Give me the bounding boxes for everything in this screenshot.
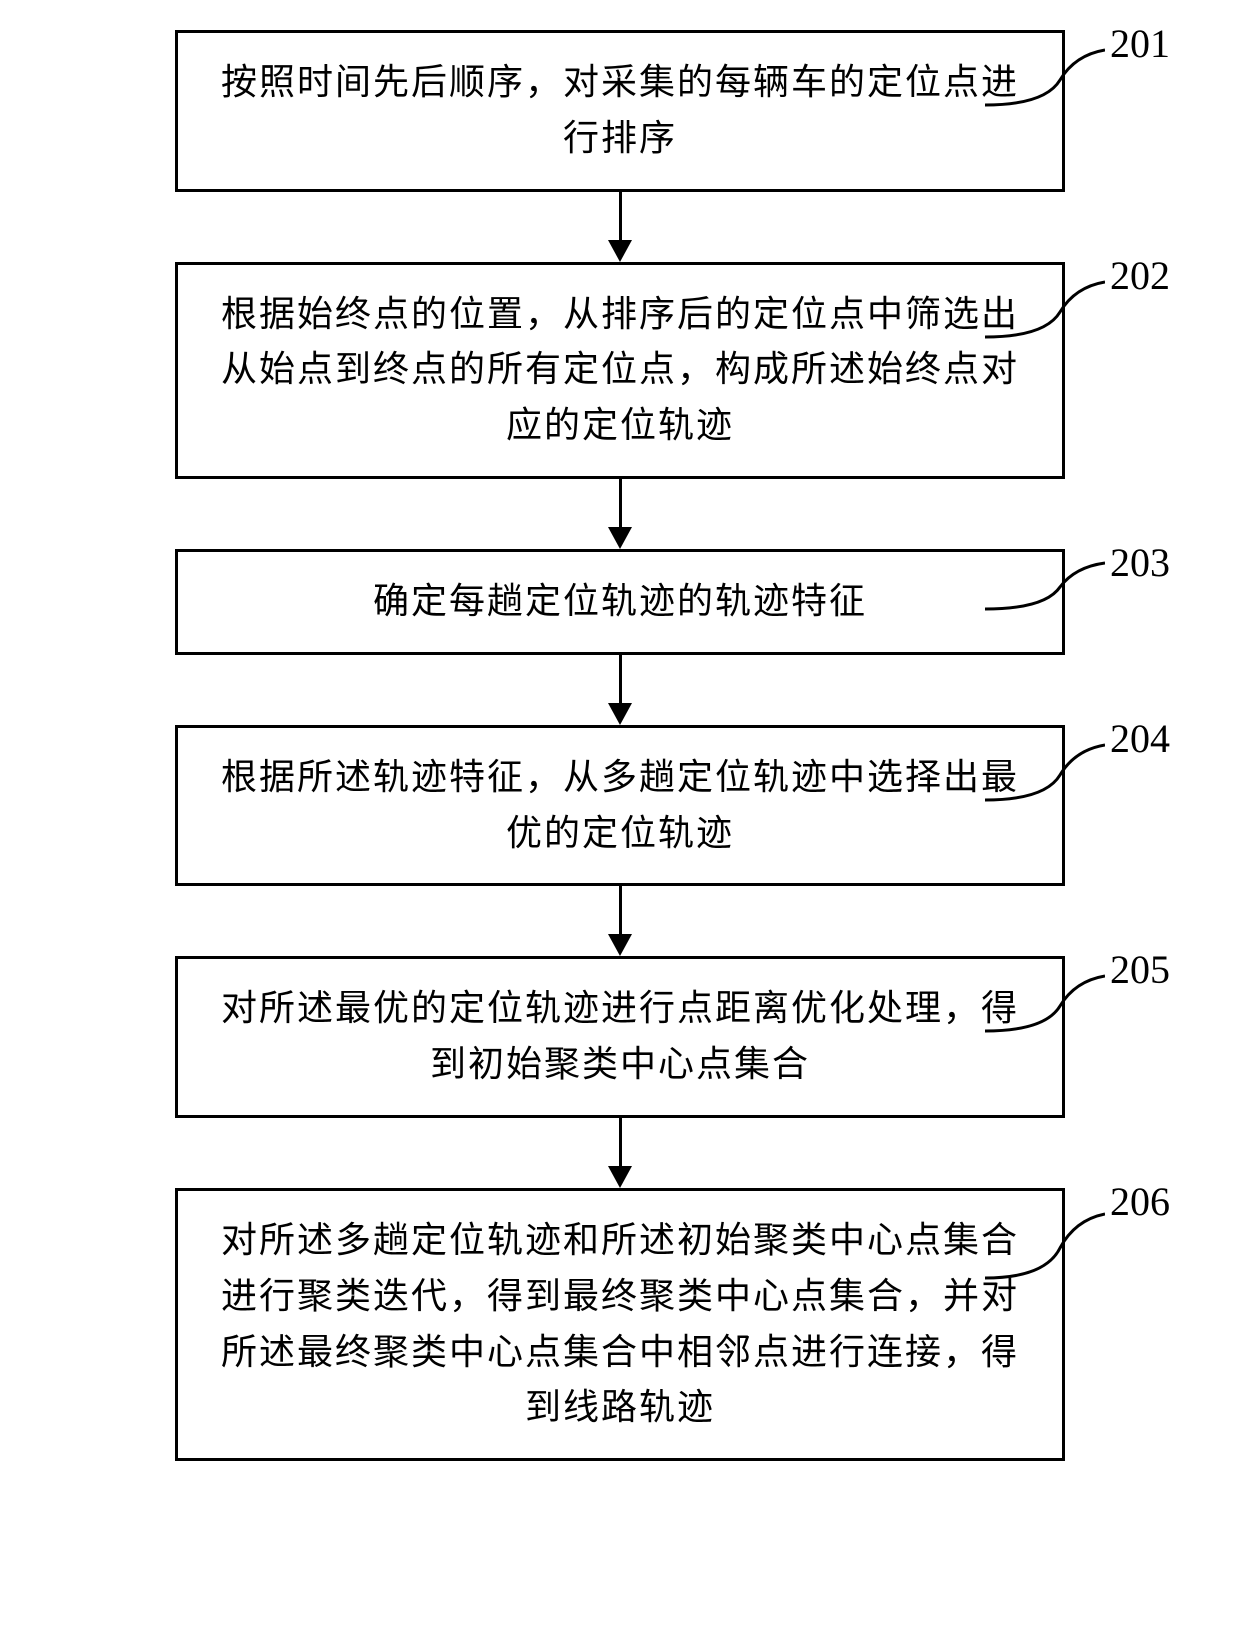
step-box-206: 对所述多趟定位轨迹和所述初始聚类中心点集合进行聚类迭代，得到最终聚类中心点集合，… <box>175 1188 1065 1461</box>
flowchart-container: 201 按照时间先后顺序，对采集的每辆车的定位点进行排序 202 根据始终点的位… <box>50 30 1190 1461</box>
arrow-line <box>619 886 622 936</box>
step-wrapper-204: 204 根据所述轨迹特征，从多趟定位轨迹中选择出最优的定位轨迹 <box>50 725 1190 887</box>
step-text: 根据始终点的位置，从排序后的定位点中筛选出从始点到终点的所有定位点，构成所述始终… <box>213 287 1027 454</box>
step-text: 对所述多趟定位轨迹和所述初始聚类中心点集合进行聚类迭代，得到最终聚类中心点集合，… <box>213 1213 1027 1436</box>
connector-line <box>985 1208 1105 1283</box>
step-label: 205 <box>1110 946 1170 993</box>
arrow-line <box>619 479 622 529</box>
step-wrapper-203: 203 确定每趟定位轨迹的轨迹特征 <box>50 549 1190 655</box>
step-box-203: 确定每趟定位轨迹的轨迹特征 <box>175 549 1065 655</box>
step-box-204: 根据所述轨迹特征，从多趟定位轨迹中选择出最优的定位轨迹 <box>175 725 1065 887</box>
step-text: 按照时间先后顺序，对采集的每辆车的定位点进行排序 <box>213 55 1027 167</box>
connector-line <box>985 740 1105 805</box>
step-wrapper-202: 202 根据始终点的位置，从排序后的定位点中筛选出从始点到终点的所有定位点，构成… <box>50 262 1190 479</box>
arrow-head <box>608 703 632 725</box>
step-wrapper-205: 205 对所述最优的定位轨迹进行点距离优化处理，得到初始聚类中心点集合 <box>50 956 1190 1118</box>
step-label: 203 <box>1110 539 1170 586</box>
step-label: 206 <box>1110 1178 1170 1225</box>
step-label: 202 <box>1110 252 1170 299</box>
step-label: 201 <box>1110 20 1170 67</box>
arrow-head <box>608 240 632 262</box>
step-text: 确定每趟定位轨迹的轨迹特征 <box>373 574 867 630</box>
step-box-202: 根据始终点的位置，从排序后的定位点中筛选出从始点到终点的所有定位点，构成所述始终… <box>175 262 1065 479</box>
arrow <box>608 479 632 549</box>
arrow-line <box>619 655 622 705</box>
step-label: 204 <box>1110 715 1170 762</box>
arrow <box>608 886 632 956</box>
arrow <box>608 655 632 725</box>
arrow <box>608 1118 632 1188</box>
arrow-line <box>619 1118 622 1168</box>
step-text: 对所述最优的定位轨迹进行点距离优化处理，得到初始聚类中心点集合 <box>213 981 1027 1093</box>
arrow-line <box>619 192 622 242</box>
connector-line <box>985 277 1105 342</box>
connector-line <box>985 559 1105 614</box>
step-box-205: 对所述最优的定位轨迹进行点距离优化处理，得到初始聚类中心点集合 <box>175 956 1065 1118</box>
arrow-head <box>608 1166 632 1188</box>
arrow <box>608 192 632 262</box>
step-text: 根据所述轨迹特征，从多趟定位轨迹中选择出最优的定位轨迹 <box>213 750 1027 862</box>
arrow-head <box>608 934 632 956</box>
arrow-head <box>608 527 632 549</box>
connector-line <box>985 971 1105 1036</box>
step-box-201: 按照时间先后顺序，对采集的每辆车的定位点进行排序 <box>175 30 1065 192</box>
step-wrapper-201: 201 按照时间先后顺序，对采集的每辆车的定位点进行排序 <box>50 30 1190 192</box>
connector-line <box>985 45 1105 110</box>
step-wrapper-206: 206 对所述多趟定位轨迹和所述初始聚类中心点集合进行聚类迭代，得到最终聚类中心… <box>50 1188 1190 1461</box>
